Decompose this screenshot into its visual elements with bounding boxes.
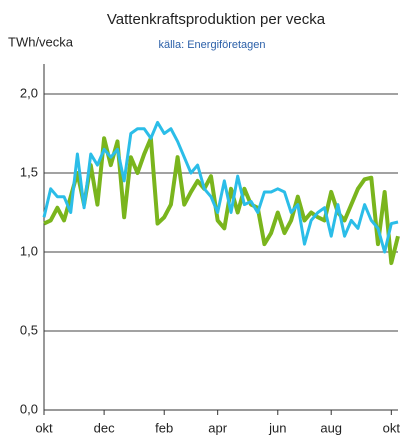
x-tick-label: dec: [94, 420, 115, 435]
chart-title: Vattenkraftsproduktion per vecka: [107, 11, 326, 28]
y-tick-label: 0,0: [20, 401, 38, 416]
x-tick-label: aug: [320, 420, 342, 435]
x-tick-label: feb: [155, 420, 173, 435]
x-tick-label: apr: [208, 420, 227, 435]
y-tick-label: 2,0: [20, 85, 38, 100]
series-line: [42, 120, 399, 254]
x-tick-label: jun: [268, 420, 286, 435]
y-tick-label: 0,5: [20, 322, 38, 337]
y-tick-label: 1,0: [20, 243, 38, 258]
y-axis-label: TWh/vecka: [8, 34, 74, 49]
x-tick-label: okt: [35, 420, 53, 435]
y-tick-label: 1,5: [20, 164, 38, 179]
x-tick-label: okt: [383, 420, 401, 435]
chart-subtitle: källa: Energiföretagen: [158, 39, 265, 51]
